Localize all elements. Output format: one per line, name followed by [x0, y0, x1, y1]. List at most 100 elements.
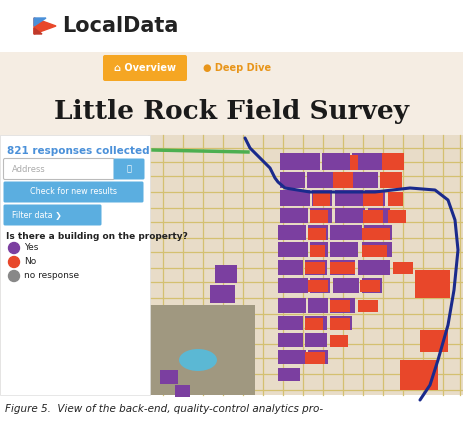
Bar [278, 316, 303, 330]
Bar [210, 285, 235, 303]
Circle shape [8, 271, 19, 281]
Bar [400, 360, 438, 390]
Text: ● Deep Dive: ● Deep Dive [203, 63, 271, 73]
Text: Figure 5.  View of the back-end, quality-control analytics pro-: Figure 5. View of the back-end, quality-… [5, 403, 323, 414]
Bar [305, 352, 325, 364]
Bar [278, 225, 306, 240]
Bar [362, 278, 382, 293]
Text: ⌂ Overview: ⌂ Overview [114, 63, 176, 73]
Bar [280, 208, 308, 223]
Bar [333, 278, 359, 293]
Bar [335, 208, 365, 223]
Bar [382, 153, 404, 170]
Bar [330, 242, 358, 257]
Text: No: No [24, 257, 36, 267]
Bar [280, 153, 320, 170]
FancyBboxPatch shape [4, 205, 101, 225]
Bar [278, 298, 306, 313]
Bar [360, 280, 380, 292]
Bar [313, 192, 330, 206]
Bar [330, 260, 355, 275]
Text: Little Rock Field Survey: Little Rock Field Survey [54, 98, 409, 124]
Bar [278, 260, 303, 275]
Bar [305, 333, 327, 347]
Bar [310, 245, 325, 257]
Circle shape [8, 243, 19, 254]
Text: 821 responses collected: 821 responses collected [7, 146, 150, 156]
Polygon shape [34, 28, 42, 34]
Bar [150, 305, 255, 395]
Polygon shape [34, 18, 46, 26]
Bar [333, 172, 353, 188]
Bar [362, 242, 392, 257]
Bar [308, 298, 328, 313]
Bar [330, 318, 350, 330]
Bar [0, 0, 463, 52]
Polygon shape [34, 18, 56, 34]
Bar [362, 245, 387, 257]
Bar [388, 192, 403, 206]
Bar [335, 190, 363, 206]
FancyBboxPatch shape [113, 159, 144, 179]
Bar [368, 208, 390, 223]
Bar [310, 242, 328, 257]
Ellipse shape [179, 349, 217, 371]
Bar [0, 52, 463, 87]
Text: no response: no response [24, 271, 79, 281]
Text: Filter data ❯: Filter data ❯ [12, 211, 62, 219]
Bar [352, 153, 382, 170]
FancyBboxPatch shape [4, 159, 114, 179]
Bar [305, 318, 323, 330]
Bar [278, 278, 308, 293]
Bar [330, 300, 350, 312]
Text: Yes: Yes [24, 243, 38, 252]
Bar [308, 350, 328, 364]
Text: Check for new results: Check for new results [30, 187, 117, 197]
Circle shape [8, 257, 19, 268]
Bar [278, 350, 306, 364]
Bar [305, 260, 327, 275]
Bar [0, 87, 463, 135]
Text: 🔍: 🔍 [126, 165, 131, 173]
Bar [160, 370, 178, 384]
Bar [310, 278, 330, 293]
Bar [305, 316, 327, 330]
Bar [365, 190, 385, 206]
Bar [415, 270, 450, 298]
Bar [362, 228, 390, 240]
Bar [308, 280, 328, 292]
Bar [358, 260, 390, 275]
Text: Is there a building on the property?: Is there a building on the property? [6, 232, 188, 241]
Text: Address: Address [12, 165, 46, 173]
Bar [330, 225, 362, 240]
Bar [308, 225, 328, 240]
Bar [280, 172, 305, 188]
Bar [322, 153, 350, 170]
FancyBboxPatch shape [103, 55, 187, 81]
Bar [330, 262, 355, 274]
Bar [330, 335, 348, 347]
Bar [215, 265, 237, 283]
Bar [0, 135, 150, 395]
FancyBboxPatch shape [4, 181, 144, 203]
Bar [364, 225, 392, 240]
Bar [0, 395, 463, 422]
Bar [363, 192, 383, 206]
Bar [353, 172, 378, 188]
Bar [305, 262, 325, 274]
Bar [280, 190, 310, 206]
Bar [148, 135, 463, 395]
Bar [330, 298, 355, 313]
Bar [307, 172, 351, 188]
Bar [175, 385, 190, 397]
Bar [278, 368, 300, 381]
Bar [380, 172, 402, 188]
Bar [420, 330, 448, 352]
Bar [358, 300, 378, 312]
Bar [310, 208, 332, 223]
Text: LocalData: LocalData [62, 16, 178, 36]
Bar [363, 210, 383, 223]
Bar [312, 190, 332, 206]
Bar [330, 316, 352, 330]
Bar [310, 210, 328, 223]
